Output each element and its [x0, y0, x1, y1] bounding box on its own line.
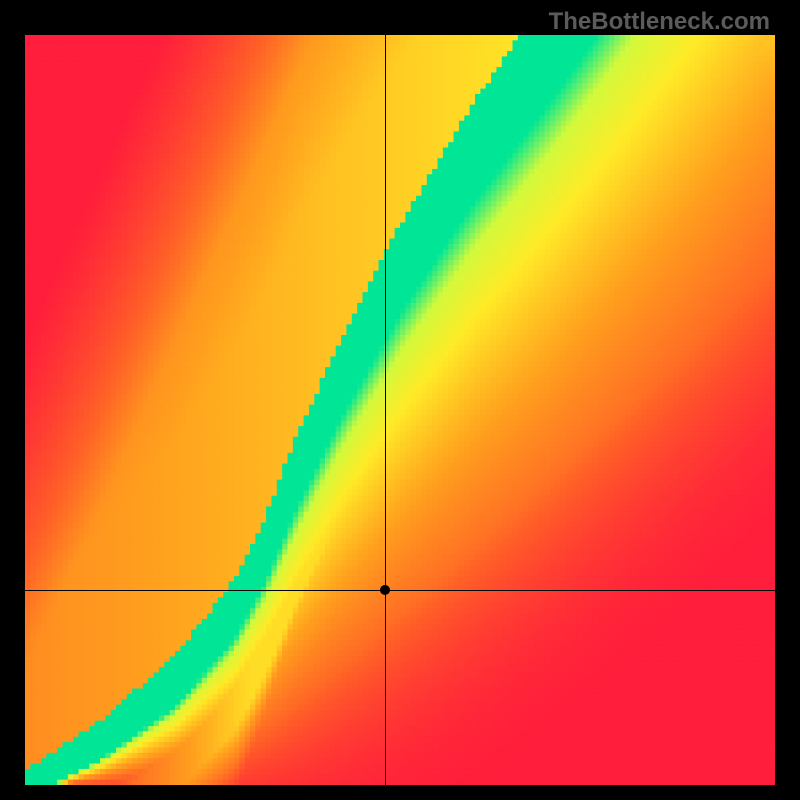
- watermark-text: TheBottleneck.com: [549, 8, 770, 36]
- bottleneck-heatmap: [25, 35, 775, 785]
- chart-container: TheBottleneck.com: [0, 0, 800, 800]
